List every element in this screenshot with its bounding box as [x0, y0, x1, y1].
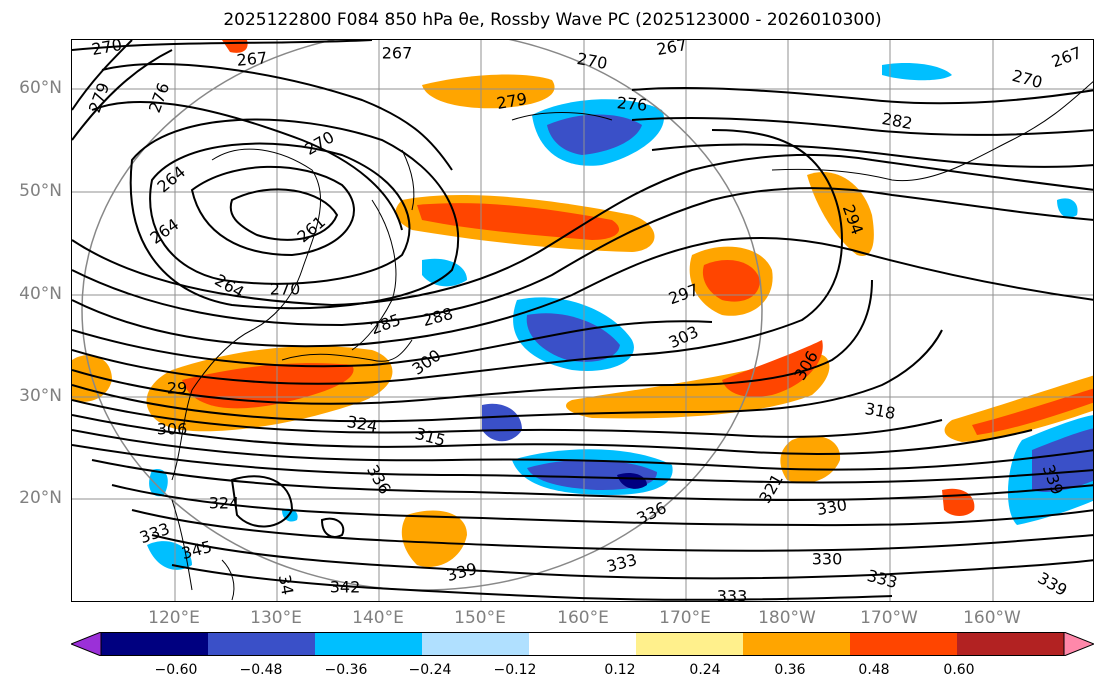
lon-label-160e: 160°E	[557, 608, 609, 628]
negative-anomaly	[1032, 428, 1093, 492]
negative-anomaly	[882, 63, 952, 81]
colorbar-swatch	[957, 632, 1064, 656]
colorbar	[71, 632, 1094, 656]
contour-label: 276	[145, 80, 173, 115]
lat-label-30n: 30°N	[19, 386, 62, 406]
contour-label: 297	[666, 280, 701, 308]
lon-label-180w: 180°W	[758, 608, 816, 628]
negative-anomaly	[526, 313, 620, 362]
contour-label: 300	[408, 346, 444, 379]
colorbar-extend-min	[71, 632, 102, 656]
positive-anomaly	[780, 435, 841, 484]
coastlines	[171, 81, 1093, 601]
lon-label-160w: 160°W	[963, 608, 1021, 628]
positive-anomaly	[722, 340, 823, 397]
colorbar-swatch	[315, 632, 422, 656]
contour-label: 261	[294, 212, 330, 246]
negative-anomaly	[617, 473, 647, 489]
positive-anomaly	[417, 203, 620, 240]
negative-anomaly	[547, 114, 642, 155]
contour-label: 270	[1010, 66, 1044, 92]
negative-anomaly	[149, 469, 168, 497]
negative-anomaly	[147, 541, 192, 570]
contour-label: 318	[863, 399, 896, 423]
colorbar-swatch	[101, 632, 208, 656]
contour-label: 276	[616, 93, 648, 115]
contour-label: 339	[445, 559, 479, 585]
contour-label: 336	[363, 462, 395, 498]
contour-label: 264	[154, 162, 190, 196]
colorbar-swatch	[743, 632, 850, 656]
negative-anomaly	[422, 258, 467, 287]
contour-label: 270	[90, 40, 123, 59]
contour-label: 345	[180, 537, 214, 563]
colorbar-extend-max	[1063, 632, 1094, 656]
contour-label: 267	[655, 40, 688, 59]
shaded-anomalies	[72, 40, 1093, 570]
positive-anomaly	[972, 388, 1093, 435]
negative-anomaly	[1057, 198, 1078, 218]
colorbar-tick: 0.24	[689, 662, 721, 678]
colorbar-swatch	[850, 632, 957, 656]
colorbar-tick: −0.36	[324, 662, 368, 678]
contour-label: 330	[812, 550, 843, 569]
lat-label-60n: 60°N	[19, 78, 62, 98]
contour-label: 342	[330, 578, 361, 597]
lon-label-140e: 140°E	[352, 608, 404, 628]
colorbar-tick: 0.12	[604, 662, 636, 678]
positive-anomaly	[422, 74, 555, 109]
lat-label-50n: 50°N	[19, 181, 62, 201]
chart-title: 2025122800 F084 850 hPa θe, Rossby Wave …	[223, 10, 882, 30]
contour-label: 339	[1035, 568, 1071, 600]
negative-anomaly	[482, 403, 522, 442]
positive-anomaly	[702, 260, 760, 302]
colorbar-tick: −0.48	[239, 662, 283, 678]
contour-label: 270	[575, 49, 608, 73]
contour-label: 267	[382, 44, 413, 63]
contour-label: 34	[275, 573, 297, 596]
lon-label-170w: 170°W	[860, 608, 918, 628]
contour-label: 321	[755, 471, 787, 507]
contour-label: 279	[495, 89, 528, 113]
theta-e-contours	[72, 40, 1093, 601]
lat-label-40n: 40°N	[19, 284, 62, 304]
contour-label: 270	[270, 280, 301, 299]
contour-label: 288	[421, 304, 455, 330]
colorbar-swatch	[422, 632, 529, 656]
lon-label-130e: 130°E	[250, 608, 302, 628]
contour-label: 285	[368, 310, 403, 338]
contour-label: 282	[880, 109, 913, 133]
lat-label-20n: 20°N	[19, 488, 62, 508]
colorbar-swatch	[636, 632, 743, 656]
contour-label: 267	[236, 48, 268, 70]
positive-anomaly	[942, 488, 975, 516]
colorbar-tick: −0.24	[408, 662, 452, 678]
lon-label-120e: 120°E	[148, 608, 200, 628]
lon-label-170e: 170°E	[659, 608, 711, 628]
contour-label: 29	[167, 379, 187, 398]
colorbar-swatch	[529, 632, 636, 656]
contour-label: 333	[605, 550, 639, 576]
colorbar-tick: −0.60	[154, 662, 198, 678]
lon-label-150e: 150°E	[454, 608, 506, 628]
map-panel[interactable]: 270 267 267 270 267 267 270 279 276 276 279 282 270 2…	[71, 39, 1094, 602]
positive-anomaly	[401, 510, 467, 567]
lat-lon-grid	[72, 40, 1093, 601]
colorbar-tick: 0.48	[858, 662, 890, 678]
contour-label: 333	[717, 587, 748, 603]
colorbar-tick: 0.36	[774, 662, 806, 678]
contour-label: 333	[865, 566, 899, 592]
colorbar-tick: 0.60	[943, 662, 975, 678]
contour-label: 306	[157, 420, 188, 439]
colorbar-border	[100, 632, 1065, 656]
colorbar-tick: −0.12	[493, 662, 537, 678]
colorbar-swatch	[208, 632, 315, 656]
contour-label: 267	[1049, 43, 1084, 71]
contour-label: 324	[209, 494, 240, 513]
contour-label: 330	[815, 495, 848, 519]
